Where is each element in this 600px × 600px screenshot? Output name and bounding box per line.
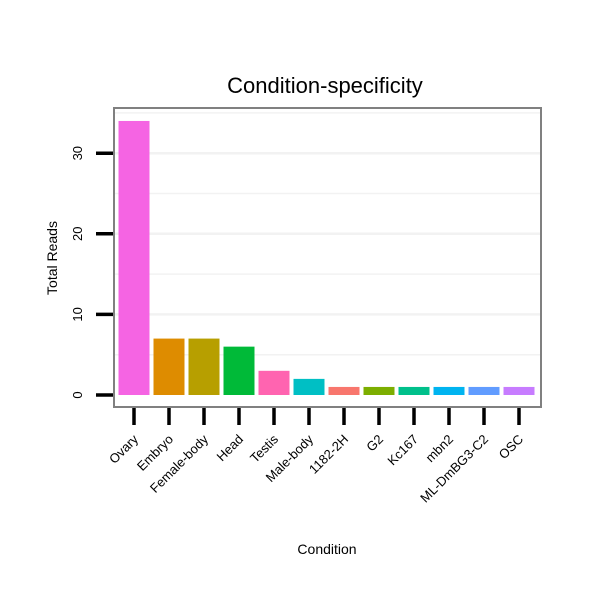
bar-g2 — [363, 386, 395, 395]
x-tick-label: Kc167 — [384, 432, 421, 469]
y-tick-label: 20 — [70, 227, 85, 241]
chart-title: Condition-specificity — [227, 73, 423, 98]
bar-1182-2h — [328, 386, 360, 395]
y-tick-label: 30 — [70, 146, 85, 160]
y-tick-label: 0 — [70, 391, 85, 398]
x-tick-label: Head — [214, 432, 247, 465]
y-axis: 0 10 20 30 — [70, 146, 113, 399]
bar-head — [223, 346, 255, 395]
bar-female-body — [188, 338, 220, 395]
bar-ovary — [118, 120, 150, 396]
grid-lines — [115, 112, 540, 356]
bar-mbn2 — [433, 386, 465, 395]
bar-osc — [503, 386, 535, 395]
y-axis-label: Total Reads — [44, 221, 60, 295]
bar-ml-dmbg3-c2 — [468, 386, 500, 395]
plot-panel — [113, 107, 542, 408]
y-tick-label: 10 — [70, 307, 85, 321]
bars — [118, 120, 535, 396]
x-tick-label: OSC — [496, 432, 527, 463]
bar-male-body — [293, 378, 325, 395]
x-tick-label: G2 — [363, 432, 386, 455]
bar-testis — [258, 370, 290, 395]
bar-kc167 — [398, 386, 430, 395]
bar-embryo — [153, 338, 185, 395]
x-tick-label: 1182-2H — [306, 432, 351, 477]
x-axis-label: Condition — [297, 541, 356, 557]
